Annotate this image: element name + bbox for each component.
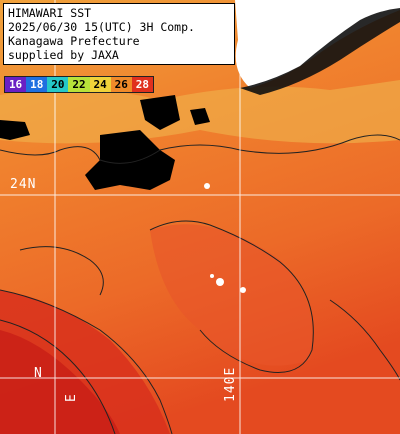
contour-line-2	[149, 220, 314, 373]
title-line-3: Kanagawa Prefecture	[8, 34, 140, 48]
lat-label-24n: 24N	[10, 177, 37, 192]
legend-swatch-20: 20	[47, 77, 69, 92]
map-title-box: HIMAWARI SST 2025/06/30 15(UTC) 3H Comp.…	[3, 3, 235, 65]
contour-line-4	[0, 319, 116, 434]
hot-water-region-2	[0, 330, 120, 434]
cloud-patch-3	[0, 120, 30, 140]
contour-line-5	[329, 299, 400, 381]
island-4	[210, 274, 214, 278]
island-1	[204, 183, 210, 189]
legend-swatch-18: 18	[26, 77, 48, 92]
contour-line-1	[0, 134, 400, 164]
island-2	[216, 278, 224, 286]
contour-line-3	[0, 289, 173, 434]
legend-swatch-24: 24	[89, 77, 111, 92]
temperature-legend: 16 18 20 22 24 26 28	[4, 76, 154, 93]
title-line-4: supplied by JAXA	[8, 48, 119, 62]
cloud-patch-4	[190, 108, 210, 125]
cloud-patch-1	[85, 130, 175, 190]
legend-swatch-16: 16	[5, 77, 27, 92]
title-line-1: HIMAWARI SST	[8, 6, 92, 20]
cloud-patch-2	[140, 95, 180, 130]
coast-cloud	[240, 8, 400, 95]
lon-label-140e: 140E	[223, 366, 238, 402]
lat-label-lower: N	[34, 366, 43, 381]
warm-water-region	[150, 224, 312, 366]
title-line-2: 2025/06/30 15(UTC) 3H Comp.	[8, 20, 195, 34]
lon-label-left: E	[64, 393, 79, 402]
legend-swatch-22: 22	[68, 77, 90, 92]
legend-swatch-26: 26	[110, 77, 132, 92]
contour-line-6	[19, 246, 104, 296]
legend-swatch-28: 28	[131, 77, 153, 92]
island-3	[240, 287, 246, 293]
